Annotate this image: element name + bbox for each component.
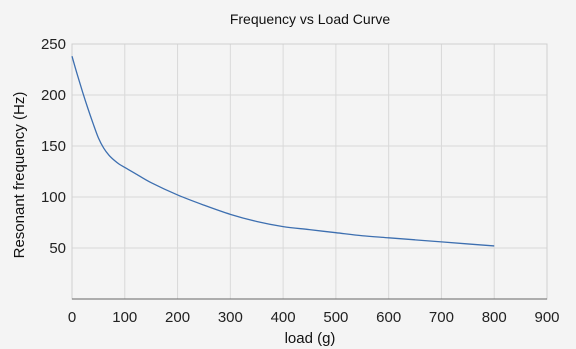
data-point [467, 243, 468, 244]
data-point [230, 214, 231, 215]
x-tick-label: 100 [112, 309, 137, 326]
x-tick-label: 500 [323, 309, 348, 326]
data-point [177, 194, 178, 195]
y-tick-label: 200 [41, 87, 66, 104]
data-point [103, 147, 104, 148]
data-point [71, 56, 72, 57]
x-tick-label: 300 [218, 309, 243, 326]
data-point [414, 239, 415, 240]
y-tick-label: 100 [41, 189, 66, 206]
data-point [441, 241, 442, 242]
data-point [82, 91, 83, 92]
data-point [362, 235, 363, 236]
data-point [119, 164, 120, 165]
x-tick-label: 600 [376, 309, 401, 326]
data-point [203, 205, 204, 206]
data-point [283, 226, 284, 227]
chart-title: Frequency vs Load Curve [230, 11, 391, 27]
x-tick-label: 200 [165, 309, 190, 326]
y-tick-label: 250 [41, 36, 66, 53]
y-axis-title: Resonant frequency (Hz) [11, 92, 28, 259]
data-point [87, 108, 88, 109]
y-tick-label: 50 [49, 240, 66, 257]
data-point [98, 137, 99, 138]
data-point [309, 229, 310, 230]
data-point [388, 237, 389, 238]
x-tick-label: 700 [429, 309, 454, 326]
x-tick-label: 800 [482, 309, 507, 326]
x-axis-title: load (g) [285, 330, 336, 347]
data-point [256, 221, 257, 222]
data-point [93, 123, 94, 124]
data-point [135, 173, 136, 174]
data-point [124, 167, 125, 168]
data-point [494, 245, 495, 246]
data-point [114, 160, 115, 161]
data-point [151, 182, 152, 183]
x-tick-label: 0 [68, 309, 76, 326]
x-tick-label: 900 [534, 309, 559, 326]
data-point [335, 232, 336, 233]
x-tick-label: 400 [271, 309, 296, 326]
data-point [77, 74, 78, 75]
y-tick-label: 150 [41, 138, 66, 155]
data-point [108, 155, 109, 156]
